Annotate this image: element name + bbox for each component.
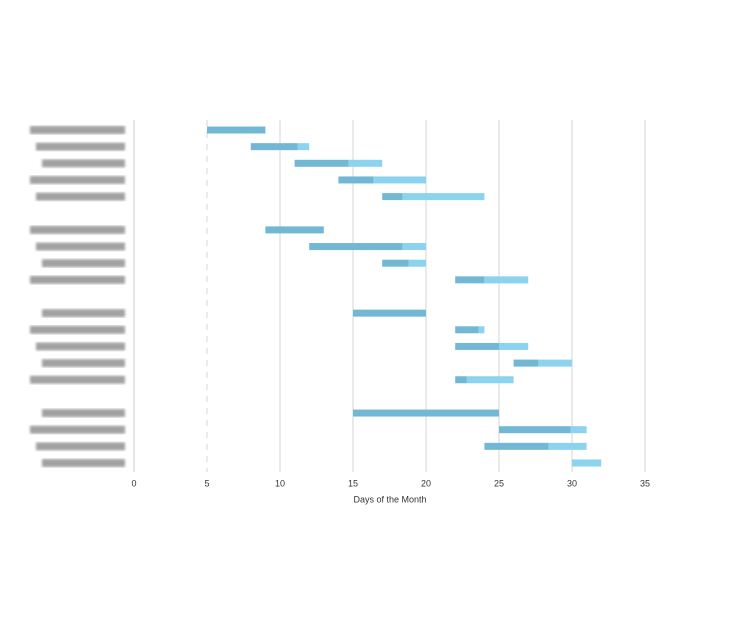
x-tick-label: 15 [348, 478, 358, 488]
bar-segment [382, 259, 409, 267]
bar-segment [353, 409, 499, 417]
bar-segment [408, 259, 426, 267]
x-tick-label: 0 [131, 478, 136, 488]
blurred-label [36, 442, 125, 451]
bar-segment [348, 159, 383, 167]
bar-segment [402, 193, 485, 201]
bar-segment [499, 342, 529, 350]
x-tick-label: 35 [640, 478, 650, 488]
bar-segment [297, 143, 310, 151]
blurred-label [36, 142, 125, 151]
blurred-label [42, 309, 125, 318]
bar-segment [134, 410, 353, 417]
bar-segment [373, 176, 426, 184]
x-tick-label: 10 [275, 478, 285, 488]
bar-segment [134, 176, 338, 183]
blurred-label [36, 192, 125, 201]
blurred-label [42, 159, 125, 168]
bar-segment [513, 359, 539, 367]
bar-segment [134, 376, 455, 383]
bar-segment [466, 376, 514, 384]
bar-segment [338, 176, 374, 184]
blurred-label [36, 342, 125, 351]
blurred-label [30, 225, 125, 234]
bar-segment [548, 442, 587, 450]
blurred-label [30, 175, 125, 184]
bar-segment [309, 243, 403, 251]
x-tick-label: 5 [204, 478, 209, 488]
bar-segment [455, 326, 479, 334]
bar-segment [538, 359, 572, 367]
bar-segment [455, 276, 485, 284]
blurred-label [42, 459, 125, 467]
bar-segment [499, 426, 571, 434]
bar-segment [572, 459, 602, 467]
blurred-label [42, 359, 125, 368]
bar-segment [134, 310, 353, 317]
bar-segment [455, 342, 499, 350]
blurred-label [30, 375, 125, 384]
bar-segment [134, 326, 455, 333]
bar-segment [294, 159, 349, 167]
bar-segment [455, 376, 467, 384]
bar-segment [134, 460, 572, 467]
bar-segment [484, 276, 529, 284]
bar-segment [134, 343, 455, 350]
bar-segment [402, 243, 426, 251]
bar-segment [207, 126, 266, 134]
bar-segment [478, 326, 485, 334]
x-tick-label: 20 [421, 478, 431, 488]
blurred-label [36, 242, 125, 251]
bar-segment [570, 426, 587, 434]
blurred-label [42, 259, 125, 268]
x-axis-label: Days of the Month [353, 494, 426, 504]
bar-segment [134, 426, 499, 433]
x-tick-label: 25 [494, 478, 504, 488]
bar-segment [353, 309, 426, 317]
blurred-label [30, 425, 125, 434]
bar-segment [134, 226, 265, 233]
blurred-label [30, 325, 125, 334]
bar-segment [134, 360, 514, 367]
x-tick-label: 30 [567, 478, 577, 488]
blurred-label [42, 409, 125, 418]
bar-segment [134, 143, 251, 150]
bar-segment [134, 260, 382, 267]
bar-segment [265, 226, 324, 234]
bar-segment [134, 193, 382, 200]
bar-segment [382, 193, 403, 201]
bar-segment [134, 127, 207, 134]
bar-segment [250, 143, 298, 151]
blurred-label [30, 275, 125, 284]
bar-segment [134, 443, 484, 450]
bar-segment [134, 160, 295, 167]
blurred-label [30, 126, 125, 134]
bar-segment [134, 243, 309, 250]
bar-segment [134, 276, 455, 283]
bar-segment [484, 442, 549, 450]
